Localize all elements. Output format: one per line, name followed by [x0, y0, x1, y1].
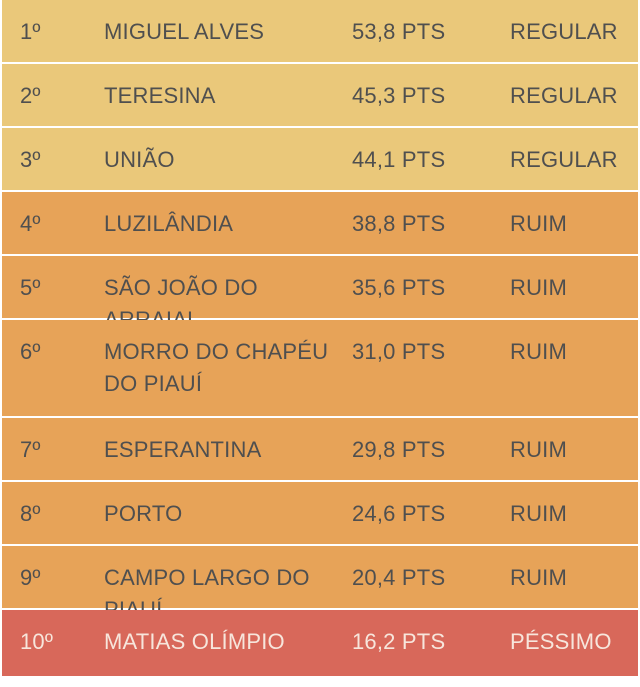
status-cell: RUIM	[510, 339, 568, 364]
table-row: 5º SÃO JOÃO DO ARRAIAL 35,6 PTS RUIM	[2, 256, 638, 332]
position-cell: 8º	[20, 501, 41, 526]
status-cell: PÉSSIMO	[510, 629, 612, 654]
score-cell: 24,6 PTS	[352, 501, 446, 526]
status-cell: RUIM	[510, 565, 568, 590]
table-row: 3º UNIÃO 44,1 PTS REGULAR	[2, 128, 638, 192]
status-cell: REGULAR	[510, 147, 618, 172]
position-cell: 4º	[20, 211, 41, 236]
score-cell: 53,8 PTS	[352, 19, 446, 44]
city-name-cell: LUZILÂNDIA	[104, 211, 234, 236]
position-cell: 2º	[20, 83, 41, 108]
status-cell: RUIM	[510, 211, 568, 236]
position-cell: 5º	[20, 275, 41, 300]
score-cell: 16,2 PTS	[352, 629, 446, 654]
position-cell: 9º	[20, 565, 41, 590]
position-cell: 1º	[20, 19, 41, 44]
city-name-cell: TERESINA	[104, 83, 216, 108]
table-row: 1º MIGUEL ALVES 53,8 PTS REGULAR	[2, 0, 638, 64]
city-name-cell: PORTO	[104, 501, 183, 526]
table-row: 4º LUZILÂNDIA 38,8 PTS RUIM	[2, 192, 638, 256]
score-cell: 44,1 PTS	[352, 147, 446, 172]
score-cell: 38,8 PTS	[352, 211, 446, 236]
position-cell: 7º	[20, 437, 41, 462]
position-cell: 3º	[20, 147, 41, 172]
score-cell: 31,0 PTS	[352, 339, 446, 364]
status-cell: RUIM	[510, 437, 568, 462]
status-cell: REGULAR	[510, 83, 618, 108]
city-name-cell: MATIAS OLÍMPIO	[104, 629, 285, 654]
table-row: 8º PORTO 24,6 PTS RUIM	[2, 482, 638, 546]
score-cell: 20,4 PTS	[352, 565, 446, 590]
city-name-cell: SÃO JOÃO DO ARRAIAL	[104, 275, 258, 332]
status-cell: RUIM	[510, 275, 568, 300]
table-row: 7º ESPERANTINA 29,8 PTS RUIM	[2, 418, 638, 482]
city-name-cell: MIGUEL ALVES	[104, 19, 265, 44]
city-name-cell: MORRO DO CHAPÉU DO PIAUÍ	[104, 339, 329, 396]
city-name-cell: UNIÃO	[104, 147, 175, 172]
position-cell: 6º	[20, 339, 41, 364]
score-cell: 29,8 PTS	[352, 437, 446, 462]
status-cell: RUIM	[510, 501, 568, 526]
table-row: 9º CAMPO LARGO DO PIAUÍ 20,4 PTS RUIM	[2, 546, 638, 622]
status-cell: REGULAR	[510, 19, 618, 44]
position-cell: 10º	[20, 629, 54, 654]
city-name-cell: ESPERANTINA	[104, 437, 262, 462]
ranking-table: 1º MIGUEL ALVES 53,8 PTS REGULAR 2º TERE…	[2, 0, 638, 676]
table-row: 2º TERESINA 45,3 PTS REGULAR	[2, 64, 638, 128]
score-cell: 45,3 PTS	[352, 83, 446, 108]
table-row: 10º MATIAS OLÍMPIO 16,2 PTS PÉSSIMO	[2, 610, 638, 676]
table-row: 6º MORRO DO CHAPÉU DO PIAUÍ 31,0 PTS RUI…	[2, 320, 638, 418]
score-cell: 35,6 PTS	[352, 275, 446, 300]
